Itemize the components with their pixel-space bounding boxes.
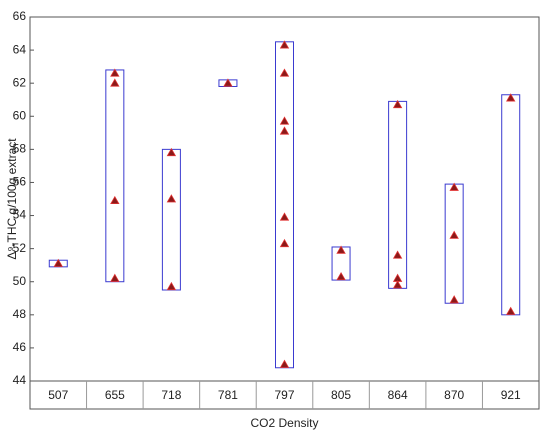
y-tick-label: 56: [13, 175, 27, 189]
data-point: [336, 245, 346, 254]
data-point: [53, 258, 63, 267]
x-tick-label: 870: [444, 388, 464, 402]
y-tick-label: 64: [13, 42, 27, 56]
y-tick-label: 44: [13, 373, 27, 387]
y-tick-label: 52: [13, 241, 27, 255]
y-axis-label: Δ⁹-THC g/100g extract: [5, 138, 19, 260]
data-point: [279, 212, 290, 221]
y-tick-label: 50: [13, 274, 27, 288]
y-tick-label: 46: [13, 340, 27, 354]
data-point: [166, 147, 177, 157]
y-tick-label: 48: [13, 307, 27, 321]
y-tick-label: 62: [13, 75, 27, 89]
data-point: [110, 273, 120, 282]
data-point: [449, 182, 459, 191]
data-point: [279, 238, 290, 248]
data-point: [449, 295, 459, 304]
y-tick-label: 66: [13, 9, 27, 23]
data-point: [336, 271, 346, 281]
data-point: [392, 280, 403, 289]
data-point: [506, 306, 516, 315]
data-point: [110, 78, 120, 87]
data-point: [110, 68, 120, 77]
x-tick-label: 655: [105, 388, 125, 402]
x-tick-label: 921: [501, 388, 521, 402]
x-tick-label: 797: [274, 388, 294, 402]
x-tick-label: 864: [388, 388, 408, 402]
data-point: [223, 78, 233, 87]
data-point: [392, 250, 403, 259]
y-tick-label: 60: [13, 108, 27, 122]
data-point: [506, 93, 516, 102]
x-tick-label: 805: [331, 388, 351, 402]
plot-frame: [29, 16, 540, 410]
data-point: [279, 359, 290, 368]
data-point: [166, 194, 177, 203]
data-point: [279, 126, 290, 135]
x-tick-label: 507: [48, 388, 68, 402]
data-point: [166, 281, 177, 291]
data-point: [279, 40, 290, 49]
x-axis-label: CO2 Density: [250, 416, 318, 430]
x-tick-label: 718: [161, 388, 181, 402]
data-point: [279, 116, 290, 125]
data-point: [449, 230, 459, 239]
y-tick-label: 54: [13, 208, 27, 222]
y-tick-label: 58: [13, 142, 27, 156]
data-point: [279, 68, 290, 77]
data-point: [392, 99, 403, 109]
x-tick-label: 781: [218, 388, 238, 402]
data-point: [110, 195, 120, 205]
